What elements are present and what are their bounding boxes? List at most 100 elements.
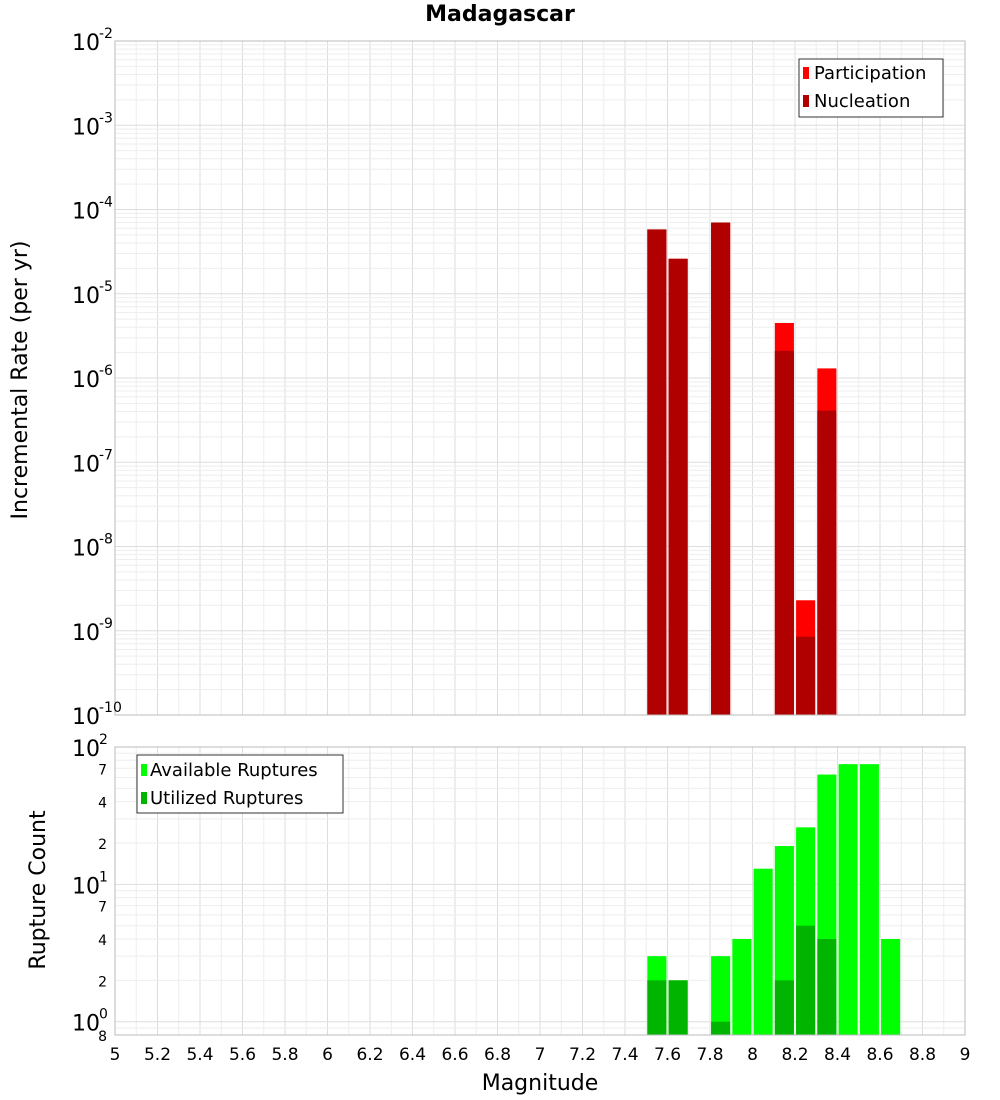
count-legend: Available Ruptures Utilized Ruptures (136, 754, 344, 814)
bottom-y-major-tick-label: 10 0 (72, 1007, 108, 1037)
utilized-ruptures-bar (774, 980, 794, 1035)
bottom-y-minor-tick-label: 2 (98, 837, 107, 853)
rate-legend-box (798, 58, 944, 118)
x-tick-label: 7.8 (696, 1045, 723, 1065)
top-grid (114, 41, 966, 716)
top-y-tick-base: 10 (72, 537, 100, 562)
bottom-y-minor-tick-label: 8 (98, 1029, 107, 1045)
x-tick-label: 7 (535, 1045, 546, 1065)
x-tick-label: 5 (110, 1045, 121, 1065)
utilized-swatch (141, 792, 147, 804)
top-y-tick-base: 10 (72, 31, 100, 56)
utilized-ruptures-bar (817, 939, 837, 1035)
bottom-y-axis-label: Rupture Count (26, 810, 51, 970)
participation-legend-label: Participation (814, 63, 926, 84)
x-tick-label: 8 (747, 1045, 758, 1065)
nucleation-bar (796, 636, 816, 715)
top-y-tick-base: 10 (72, 200, 100, 225)
x-ticks: 5 5.2 5.4 5.6 5.8 6 6.2 6.4 6.6 6.8 7 7.2 7.4 7.6 7.8 8… (110, 1045, 971, 1065)
x-axis-label: Magnitude (482, 1071, 599, 1096)
x-tick-label: 6 (322, 1045, 333, 1065)
bottom-y-tick-exponent: 2 (99, 732, 108, 748)
x-tick-label: 5.6 (229, 1045, 256, 1065)
x-tick-label: 8.6 (866, 1045, 893, 1065)
x-tick-label: 5.2 (144, 1045, 171, 1065)
nucleation-swatch (803, 95, 809, 107)
top-y-tick-base: 10 (72, 621, 100, 646)
x-tick-label: 7.2 (569, 1045, 596, 1065)
x-tick-label: 6.6 (441, 1045, 468, 1065)
available-legend-label: Available Ruptures (150, 760, 318, 781)
x-tick-label: 8.4 (824, 1045, 851, 1065)
x-tick-label: 6.2 (356, 1045, 383, 1065)
x-tick-label: 6.8 (484, 1045, 511, 1065)
bottom-y-minor-tick-label: 4 (98, 933, 107, 949)
bottom-y-tick-base: 10 (72, 737, 100, 762)
x-tick-label: 7.4 (611, 1045, 638, 1065)
top-y-tick-label: 10 -7 (72, 447, 113, 477)
utilized-ruptures-bar (796, 925, 816, 1035)
top-y-tick-exponent: -10 (99, 700, 122, 716)
bottom-y-tick-base: 10 (72, 874, 100, 899)
top-y-tick-label: 10 -9 (72, 616, 113, 646)
top-y-tick-exponent: -3 (99, 110, 113, 126)
available-ruptures-bar (859, 764, 879, 1035)
x-tick-label: 9 (960, 1045, 971, 1065)
top-y-tick-label: 10 -10 (72, 700, 122, 730)
bottom-y-minor-tick-label: 4 (98, 796, 107, 812)
x-tick-label: 7.6 (654, 1045, 681, 1065)
top-y-tick-base: 10 (72, 284, 100, 309)
bottom-y-major-tick-label: 10 2 (72, 732, 108, 762)
plot-frames (114, 40, 966, 1036)
bottom-y-minor-tick-label: 7 (98, 900, 107, 916)
x-tick-label: 8.8 (909, 1045, 936, 1065)
x-tick-label: 5.8 (271, 1045, 298, 1065)
available-ruptures-bar (711, 956, 731, 1035)
nucleation-bar (647, 229, 667, 715)
bottom-y-minor-tick-label: 7 (98, 762, 107, 778)
count-legend-box (136, 754, 344, 814)
top-y-tick-label: 10 -5 (72, 279, 113, 309)
bottom-y-tick-exponent: 0 (99, 1007, 108, 1023)
nucleation-bar (817, 410, 837, 715)
chart-title: Madagascar (425, 2, 575, 27)
top-y-tick-exponent: -7 (99, 447, 113, 463)
available-ruptures-bar (838, 764, 858, 1035)
bottom-y-tick-exponent: 1 (99, 869, 108, 885)
available-ruptures-bar (732, 939, 752, 1035)
top-y-tick-label: 10 -8 (72, 532, 113, 562)
x-tick-label: 6.4 (399, 1045, 426, 1065)
bottom-y-major-tick-label: 10 1 (72, 869, 108, 899)
nucleation-legend-label: Nucleation (814, 91, 910, 112)
available-ruptures-bar (753, 868, 773, 1035)
top-y-tick-exponent: -4 (99, 195, 113, 211)
available-swatch (141, 764, 147, 776)
top-plot-frame (114, 40, 966, 716)
utilized-legend-label: Utilized Ruptures (150, 788, 303, 809)
x-tick-label: 8.2 (781, 1045, 808, 1065)
legends: Participation Nucleation Available Rupture… (136, 58, 944, 814)
top-y-tick-exponent: -2 (99, 26, 113, 42)
nucleation-bar (668, 258, 688, 715)
nucleation-bar (774, 350, 794, 715)
top-y-axis-label: Incremental Rate (per yr) (8, 241, 33, 520)
utilized-ruptures-bar (668, 980, 688, 1035)
top-bars (647, 222, 837, 716)
rate-legend: Participation Nucleation (798, 58, 944, 118)
top-y-tick-exponent: -8 (99, 532, 113, 548)
top-y-tick-label: 10 -3 (72, 110, 113, 140)
bottom-y-minor-tick-label: 2 (98, 974, 107, 990)
available-ruptures-bar (881, 939, 901, 1035)
top-y-tick-base: 10 (72, 452, 100, 477)
top-y-tick-base: 10 (72, 115, 100, 140)
top-y-tick-exponent: -5 (99, 279, 113, 295)
top-y-tick-label: 10 -2 (72, 26, 113, 56)
participation-swatch (803, 67, 809, 79)
bottom-plot-frame (114, 746, 966, 1036)
bottom-bars (647, 764, 901, 1035)
utilized-ruptures-bar (711, 1021, 731, 1035)
